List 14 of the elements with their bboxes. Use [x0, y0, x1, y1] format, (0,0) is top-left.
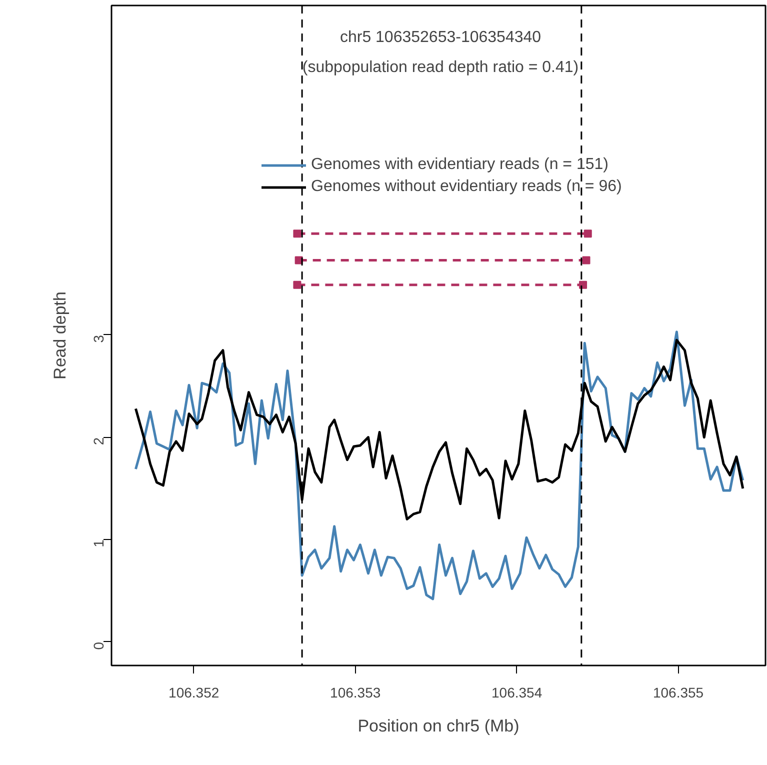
x-tick-label: 106.354 [492, 684, 542, 700]
y-tick-label: 2 [90, 437, 106, 446]
x-tick-label: 106.353 [330, 684, 381, 700]
legend-label: Genomes without evidentiary reads (n = 96) [311, 178, 622, 196]
y-tick-label: 3 [90, 334, 106, 343]
legend-label: Genomes with evidentiary reads (n = 151) [311, 156, 608, 174]
x-tick-label: 106.355 [652, 684, 704, 700]
y-tick-label: 1 [90, 539, 106, 548]
x-tick-label: 106.352 [168, 684, 220, 700]
text: chr5 106352653-106354340 [340, 29, 542, 46]
y-axis-title: Read depth [50, 292, 70, 380]
x-axis-title: Position on chr5 (Mb) [358, 716, 520, 736]
text: (subpopulation read depth ratio = 0.41) [302, 59, 579, 76]
y-tick-label: 0 [90, 642, 106, 650]
